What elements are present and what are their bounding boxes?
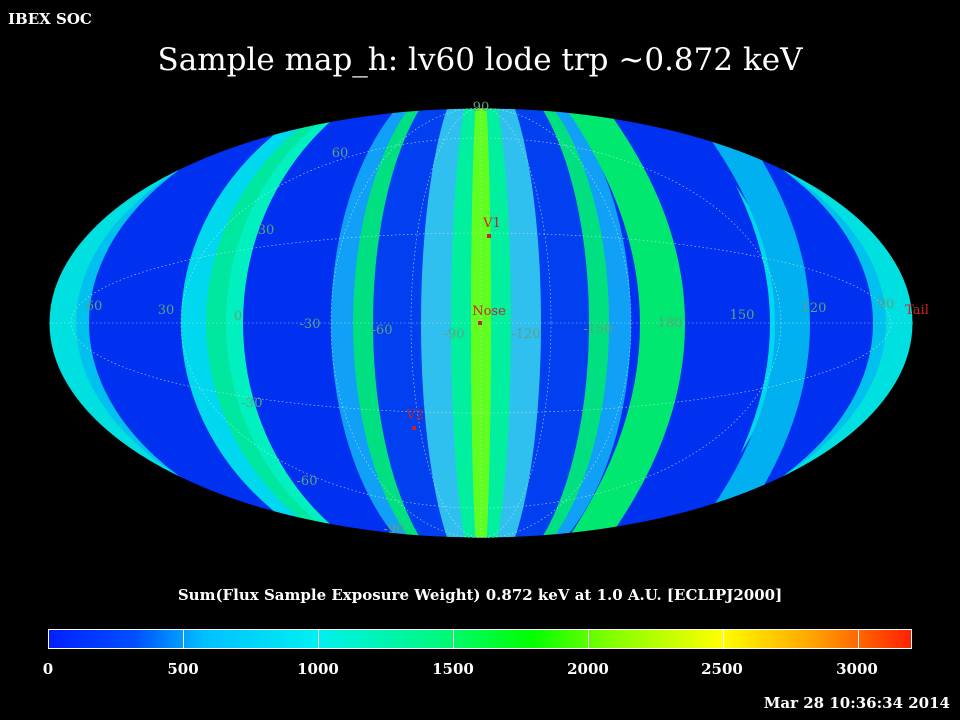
marker-label-v2: V2: [405, 408, 424, 423]
lon-label: -60: [372, 323, 393, 338]
marker-v2: [412, 426, 416, 430]
marker-label-tail: Tail: [905, 303, 929, 318]
colorbar-label: Sum(Flux Sample Exposure Weight) 0.872 k…: [177, 586, 783, 604]
lat-label: -30: [242, 396, 263, 411]
lon-label: 30: [158, 303, 175, 318]
lon-label: -90: [444, 327, 465, 342]
colorbar-tick-label: 0: [42, 660, 54, 678]
lon-label: -150: [583, 322, 612, 337]
lon-label: 60: [86, 299, 103, 314]
colorbar-tick-label: 1500: [432, 660, 474, 678]
marker-nose: [478, 321, 482, 325]
lat-label: 30: [258, 223, 275, 238]
colorbar-tick: [858, 630, 859, 648]
sky-map: 90 60 30 -30 -60 -90 60 30 0 -30 -60 -90…: [48, 100, 929, 539]
lon-label: -120: [511, 327, 540, 342]
lon-label: 180: [658, 316, 683, 331]
marker-label-nose: Nose: [472, 304, 506, 319]
timestamp: Mar 28 10:36:34 2014: [763, 694, 950, 712]
colorbar-tick-label: 500: [167, 660, 199, 678]
marker-label-v1: V1: [482, 216, 501, 231]
lon-label: 0: [234, 309, 242, 324]
colorbar-tick-label: 2000: [567, 660, 609, 678]
colorbar-tick-label: 3000: [836, 660, 878, 678]
lat-label: -90: [384, 522, 405, 537]
colorbar: [48, 629, 912, 649]
colorbar-tick-label: 1000: [297, 660, 339, 678]
colorbar-tick: [183, 630, 184, 648]
colorbar-tick: [723, 630, 724, 648]
lon-label: 120: [802, 301, 827, 316]
lat-label: -60: [297, 474, 318, 489]
colorbar-tick-label: 2500: [701, 660, 743, 678]
lon-label: 150: [730, 308, 755, 323]
colorbar-tick: [453, 630, 454, 648]
map-title: Sample map_h: lv60 lode trp ~0.872 keV: [157, 42, 803, 78]
colorbar-tick: [318, 630, 319, 648]
lat-label: 60: [332, 146, 349, 161]
org-label: IBEX SOC: [8, 10, 92, 28]
lat-label: 90: [473, 100, 490, 115]
colorbar-tick: [588, 630, 589, 648]
lon-label: 90: [878, 297, 895, 312]
marker-v1: [487, 234, 491, 238]
lon-label: -30: [300, 317, 321, 332]
